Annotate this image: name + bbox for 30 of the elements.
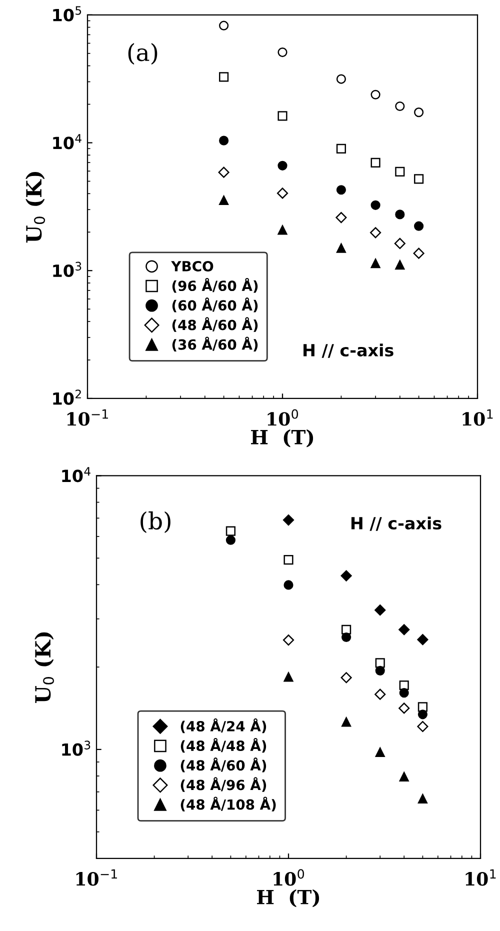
annotation: (b) <box>140 511 170 533</box>
legend-label: (48 Å/60 Å) <box>172 317 258 332</box>
legend-label: (36 Å/60 Å) <box>172 336 258 352</box>
legend-label: (48 Å/60 Å) <box>180 758 266 772</box>
x-axis-title: H (T) <box>251 429 314 448</box>
x-tick-label: 10$^{1}$ <box>462 409 493 426</box>
x-tick-label: 10$^{0}$ <box>268 409 298 426</box>
legend-label: (48 Å/108 Å) <box>180 796 276 812</box>
x-tick-label: 10$^{−1}$ <box>76 869 117 886</box>
y-tick-label: 10$^{4}$ <box>62 467 90 482</box>
x-tick-label: 10$^{−1}$ <box>67 409 108 426</box>
y-tick-label: 10$^{3}$ <box>53 262 82 278</box>
y-tick-label: 10$^{4}$ <box>53 134 82 150</box>
legend-label: YBCO <box>171 260 214 272</box>
y-tick-label: 10$^{5}$ <box>53 6 82 22</box>
legend-label: (48 Å/24 Å) <box>180 718 266 734</box>
y-axis-title: U$_{0}$ (K) <box>34 632 54 704</box>
legend-label: (96 Å/60 Å) <box>172 278 258 293</box>
y-tick-label: 10$^{3}$ <box>62 740 90 756</box>
annotation: H // c-axis <box>304 344 394 358</box>
x-tick-label: 10$^{1}$ <box>466 869 496 886</box>
x-tick-label: 10$^{0}$ <box>274 869 304 886</box>
x-axis-title: H (T) <box>257 889 320 908</box>
legend-label: (48 Å/48 Å) <box>180 738 266 753</box>
legend-label: (48 Å/96 Å) <box>180 777 266 792</box>
y-tick-label: 10$^{2}$ <box>53 390 81 405</box>
y-axis-title: U$_{0}$ (K) <box>26 172 46 243</box>
annotation: H // c-axis <box>351 516 442 531</box>
annotation: (a) <box>128 42 158 65</box>
legend-label: (60 Å/60 Å) <box>172 298 258 312</box>
